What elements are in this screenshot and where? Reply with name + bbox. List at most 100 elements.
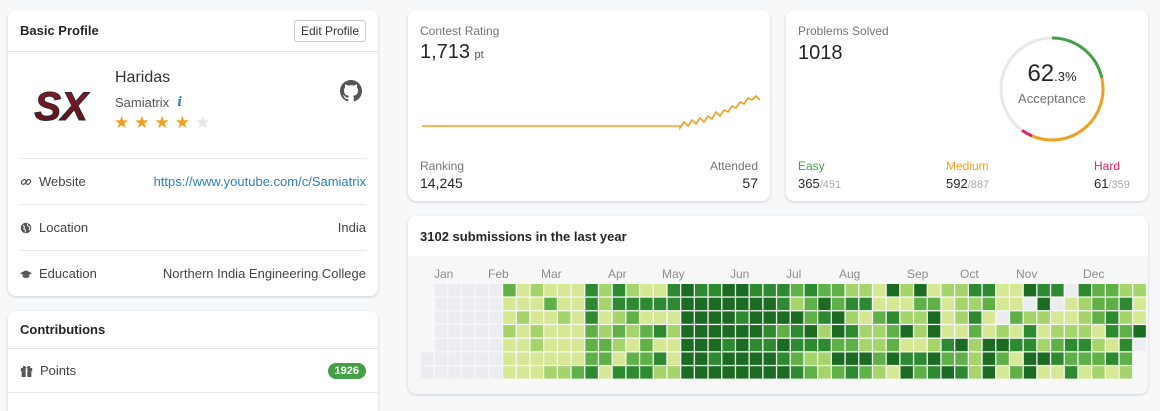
heatmap-cell[interactable] [763,325,776,338]
heatmap-cell[interactable] [914,325,927,338]
heatmap-cell[interactable] [996,297,1009,311]
heatmap-cell[interactable] [1106,325,1119,338]
heatmap-cell[interactable] [749,311,763,324]
heatmap-cell[interactable] [845,311,859,324]
heatmap-cell[interactable] [1051,352,1064,365]
heatmap-cell[interactable] [1064,338,1078,352]
heatmap-cell[interactable] [749,297,763,311]
heatmap-cell[interactable] [667,297,680,311]
heatmap-cell[interactable] [1078,352,1091,365]
heatmap-cell[interactable] [859,284,872,297]
heatmap-cell[interactable] [667,325,680,338]
heatmap-cell[interactable] [1064,325,1078,338]
heatmap-cell[interactable] [1023,311,1037,324]
heatmap-cell[interactable] [571,284,585,297]
heatmap-cell[interactable] [777,325,790,338]
heatmap-cell[interactable] [1092,284,1105,297]
heatmap-cell[interactable] [640,311,653,324]
heatmap-cell[interactable] [955,297,968,311]
heatmap-cell[interactable] [681,311,694,324]
github-icon[interactable] [340,80,362,102]
heatmap-cell[interactable] [886,352,900,365]
heatmap-cell[interactable] [640,352,653,365]
heatmap-cell[interactable] [1092,297,1105,311]
heatmap-cell[interactable] [914,338,927,352]
heatmap-cell[interactable] [599,284,612,297]
heatmap-cell[interactable] [1119,325,1133,338]
heatmap-cell[interactable] [695,352,708,365]
heatmap-cell[interactable] [516,325,530,338]
heatmap-cell[interactable] [1051,366,1064,379]
heatmap-cell[interactable] [832,338,845,352]
heatmap-cell[interactable] [955,338,968,352]
heatmap-cell[interactable] [941,311,954,324]
heatmap-cell[interactable] [585,284,598,297]
heatmap-cell[interactable] [571,325,585,338]
heatmap-cell[interactable] [859,352,872,365]
heatmap-cell[interactable] [832,366,845,379]
heatmap-cell[interactable] [1023,284,1037,297]
heatmap-cell[interactable] [790,352,804,365]
heatmap-cell[interactable] [681,352,694,365]
heatmap-cell[interactable] [1133,297,1146,311]
heatmap-cell[interactable] [914,352,927,365]
heatmap-cell[interactable] [503,352,516,365]
heatmap-cell[interactable] [1078,284,1091,297]
heatmap-cell[interactable] [1133,325,1146,338]
heatmap-cell[interactable] [1106,366,1119,379]
heatmap-cell[interactable] [421,366,434,379]
heatmap-cell[interactable] [489,325,502,338]
heatmap-cell[interactable] [982,352,996,365]
heatmap-cell[interactable] [558,352,571,365]
heatmap-cell[interactable] [1092,338,1105,352]
heatmap-cell[interactable] [1051,297,1064,311]
heatmap-cell[interactable] [462,352,475,365]
heatmap-cell[interactable] [1106,297,1119,311]
heatmap-cell[interactable] [1106,352,1119,365]
heatmap-cell[interactable] [434,325,448,338]
heatmap-cell[interactable] [667,352,680,365]
heatmap-cell[interactable] [927,297,941,311]
heatmap-cell[interactable] [530,311,543,324]
heatmap-cell[interactable] [969,297,982,311]
heatmap-cell[interactable] [982,284,996,297]
heatmap-cell[interactable] [818,338,831,352]
heatmap-cell[interactable] [996,366,1009,379]
heatmap-cell[interactable] [900,311,913,324]
heatmap-cell[interactable] [1037,297,1050,311]
heatmap-cell[interactable] [749,284,763,297]
heatmap-cell[interactable] [1010,338,1023,352]
heatmap-cell[interactable] [503,311,516,324]
heatmap-cell[interactable] [585,311,598,324]
heatmap-cell[interactable] [640,284,653,297]
heatmap-cell[interactable] [1133,338,1146,352]
heatmap-cell[interactable] [941,352,954,365]
heatmap-cell[interactable] [681,338,694,352]
heatmap-cell[interactable] [585,325,598,338]
heatmap-cell[interactable] [927,284,941,297]
heatmap-cell[interactable] [859,366,872,379]
heatmap-cell[interactable] [982,325,996,338]
heatmap-cell[interactable] [763,338,776,352]
heatmap-cell[interactable] [434,352,448,365]
heatmap-cell[interactable] [571,297,585,311]
heatmap-cell[interactable] [448,366,461,379]
heatmap-cell[interactable] [763,311,776,324]
heatmap-cell[interactable] [462,284,475,297]
heatmap-cell[interactable] [1010,352,1023,365]
heatmap-cell[interactable] [1037,311,1050,324]
heatmap-cell[interactable] [804,366,817,379]
heatmap-cell[interactable] [832,297,845,311]
heatmap-cell[interactable] [530,338,543,352]
heatmap-cell[interactable] [462,325,475,338]
heatmap-cell[interactable] [927,366,941,379]
heatmap-cell[interactable] [1119,311,1133,324]
heatmap-cell[interactable] [475,366,489,379]
heatmap-cell[interactable] [790,325,804,338]
heatmap-cell[interactable] [475,284,489,297]
heatmap-cell[interactable] [1051,284,1064,297]
heatmap-cell[interactable] [1064,352,1078,365]
heatmap-cell[interactable] [749,338,763,352]
heatmap-cell[interactable] [845,284,859,297]
heatmap-cell[interactable] [763,352,776,365]
